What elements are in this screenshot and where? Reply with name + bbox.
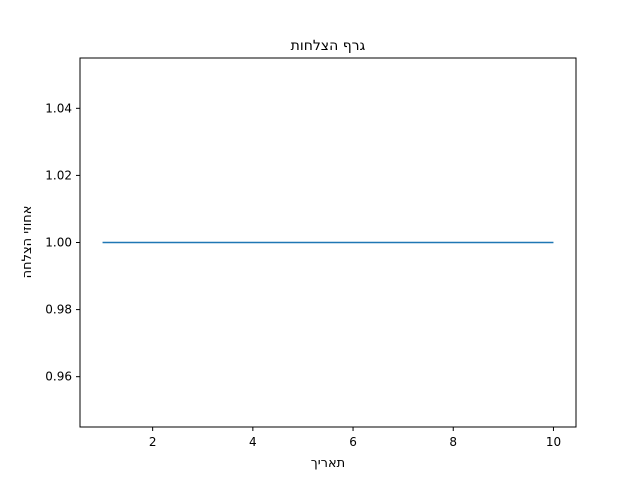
chart-title: גרף הצלחות xyxy=(291,38,366,54)
plot-frame xyxy=(79,57,577,428)
y-tick-label: 0.98 xyxy=(45,303,72,317)
x-tick-label: 2 xyxy=(149,435,157,449)
y-tick-label: 1.00 xyxy=(45,236,72,250)
x-axis-label: תאריך xyxy=(311,456,345,471)
y-tick-label: 1.02 xyxy=(45,168,72,182)
x-tick-label: 4 xyxy=(249,435,257,449)
y-axis-label: אחוזי הצלחה xyxy=(20,206,35,279)
x-tick-label: 8 xyxy=(449,435,457,449)
plot-area: 2 4 6 8 10 0.96 0.98 1.00 1.02 1.04 xyxy=(45,101,561,449)
y-tick-label: 0.96 xyxy=(45,370,72,384)
x-tick-label: 10 xyxy=(546,435,561,449)
x-tick-label: 6 xyxy=(349,435,357,449)
y-tick-label: 1.04 xyxy=(45,101,72,115)
